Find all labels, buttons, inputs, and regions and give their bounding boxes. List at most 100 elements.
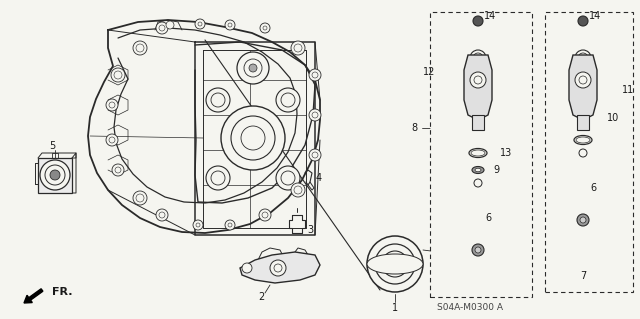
Text: 3: 3	[307, 225, 313, 235]
Circle shape	[109, 137, 115, 143]
Text: 14: 14	[589, 11, 601, 21]
Circle shape	[309, 69, 321, 81]
Text: 13: 13	[500, 148, 512, 158]
Circle shape	[312, 72, 318, 78]
Text: 6: 6	[590, 183, 596, 193]
Circle shape	[312, 152, 318, 158]
Circle shape	[475, 247, 481, 253]
Circle shape	[367, 236, 423, 292]
Circle shape	[111, 68, 125, 82]
Text: 1: 1	[392, 303, 398, 313]
Circle shape	[166, 21, 174, 29]
Circle shape	[291, 41, 305, 55]
Text: 9: 9	[493, 165, 499, 175]
Circle shape	[237, 52, 269, 84]
Ellipse shape	[576, 137, 590, 143]
Circle shape	[312, 112, 318, 118]
Ellipse shape	[475, 168, 481, 172]
Circle shape	[388, 257, 402, 271]
Circle shape	[50, 170, 60, 180]
Circle shape	[262, 212, 268, 218]
Circle shape	[242, 263, 252, 273]
Circle shape	[294, 44, 302, 52]
Circle shape	[470, 72, 486, 88]
Circle shape	[579, 149, 587, 157]
Circle shape	[474, 179, 482, 187]
Text: 2: 2	[258, 292, 264, 302]
Ellipse shape	[367, 254, 423, 274]
Circle shape	[195, 19, 205, 29]
Circle shape	[473, 16, 483, 26]
Text: 7: 7	[580, 271, 586, 281]
Text: 12: 12	[422, 67, 435, 77]
Circle shape	[114, 71, 122, 79]
Polygon shape	[577, 115, 589, 130]
Circle shape	[206, 166, 230, 190]
Circle shape	[156, 22, 168, 34]
Circle shape	[309, 149, 321, 161]
Ellipse shape	[472, 167, 484, 174]
Circle shape	[109, 102, 115, 108]
Circle shape	[106, 99, 118, 111]
Circle shape	[294, 186, 302, 194]
Text: FR.: FR.	[52, 287, 72, 297]
Circle shape	[198, 22, 202, 26]
Circle shape	[159, 212, 165, 218]
Circle shape	[196, 223, 200, 227]
Circle shape	[281, 171, 295, 185]
Circle shape	[472, 244, 484, 256]
Circle shape	[115, 167, 121, 173]
Circle shape	[291, 183, 305, 197]
Circle shape	[40, 160, 70, 190]
Circle shape	[241, 126, 265, 150]
Circle shape	[136, 44, 144, 52]
Circle shape	[206, 88, 230, 112]
Circle shape	[136, 194, 144, 202]
Circle shape	[133, 191, 147, 205]
Circle shape	[281, 93, 295, 107]
Circle shape	[231, 116, 275, 160]
Ellipse shape	[469, 149, 487, 158]
Circle shape	[260, 23, 270, 33]
Ellipse shape	[574, 136, 592, 145]
Circle shape	[156, 209, 168, 221]
Polygon shape	[464, 55, 492, 120]
Circle shape	[45, 165, 65, 185]
Circle shape	[382, 251, 408, 277]
Circle shape	[274, 264, 282, 272]
Polygon shape	[240, 252, 320, 283]
Text: S04A-M0300 A: S04A-M0300 A	[437, 303, 503, 313]
Circle shape	[221, 106, 285, 170]
Text: 11: 11	[622, 85, 634, 95]
Circle shape	[276, 166, 300, 190]
Circle shape	[375, 244, 415, 284]
Circle shape	[580, 217, 586, 223]
Text: 10: 10	[607, 113, 620, 123]
Polygon shape	[569, 55, 597, 120]
Circle shape	[112, 164, 124, 176]
FancyArrow shape	[24, 289, 43, 303]
Text: 4: 4	[316, 173, 322, 183]
Ellipse shape	[471, 150, 485, 156]
Polygon shape	[472, 115, 484, 130]
Circle shape	[577, 214, 589, 226]
Circle shape	[578, 53, 588, 63]
Circle shape	[575, 72, 591, 88]
Circle shape	[225, 220, 235, 230]
Circle shape	[106, 134, 118, 146]
Circle shape	[259, 209, 271, 221]
Circle shape	[211, 93, 225, 107]
Circle shape	[474, 76, 482, 84]
Circle shape	[309, 109, 321, 121]
Circle shape	[263, 26, 267, 30]
Text: 5: 5	[49, 141, 55, 151]
Circle shape	[225, 20, 235, 30]
Circle shape	[470, 50, 486, 66]
Circle shape	[276, 88, 300, 112]
Text: 8: 8	[412, 123, 418, 133]
Circle shape	[270, 260, 286, 276]
Circle shape	[133, 41, 147, 55]
Bar	[545, 12, 633, 292]
Circle shape	[578, 16, 588, 26]
Circle shape	[193, 220, 203, 230]
